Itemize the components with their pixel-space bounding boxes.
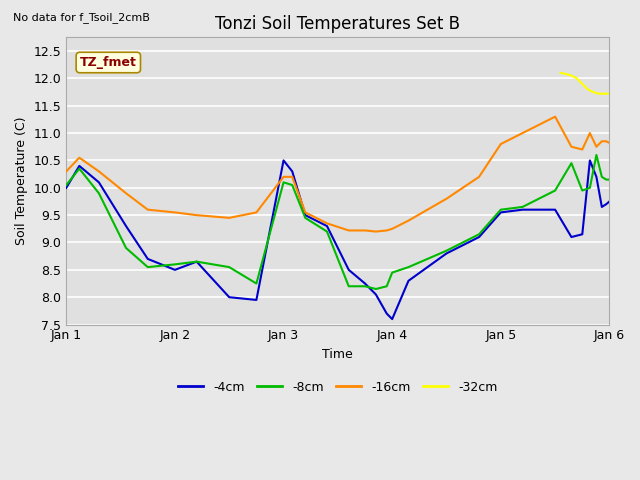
X-axis label: Time: Time xyxy=(323,348,353,361)
Text: No data for f_Tsoil_2cmB: No data for f_Tsoil_2cmB xyxy=(13,12,150,23)
Text: TZ_fmet: TZ_fmet xyxy=(80,56,137,69)
Title: Tonzi Soil Temperatures Set B: Tonzi Soil Temperatures Set B xyxy=(216,15,460,33)
Y-axis label: Soil Temperature (C): Soil Temperature (C) xyxy=(15,117,28,245)
Legend: -4cm, -8cm, -16cm, -32cm: -4cm, -8cm, -16cm, -32cm xyxy=(173,376,502,399)
